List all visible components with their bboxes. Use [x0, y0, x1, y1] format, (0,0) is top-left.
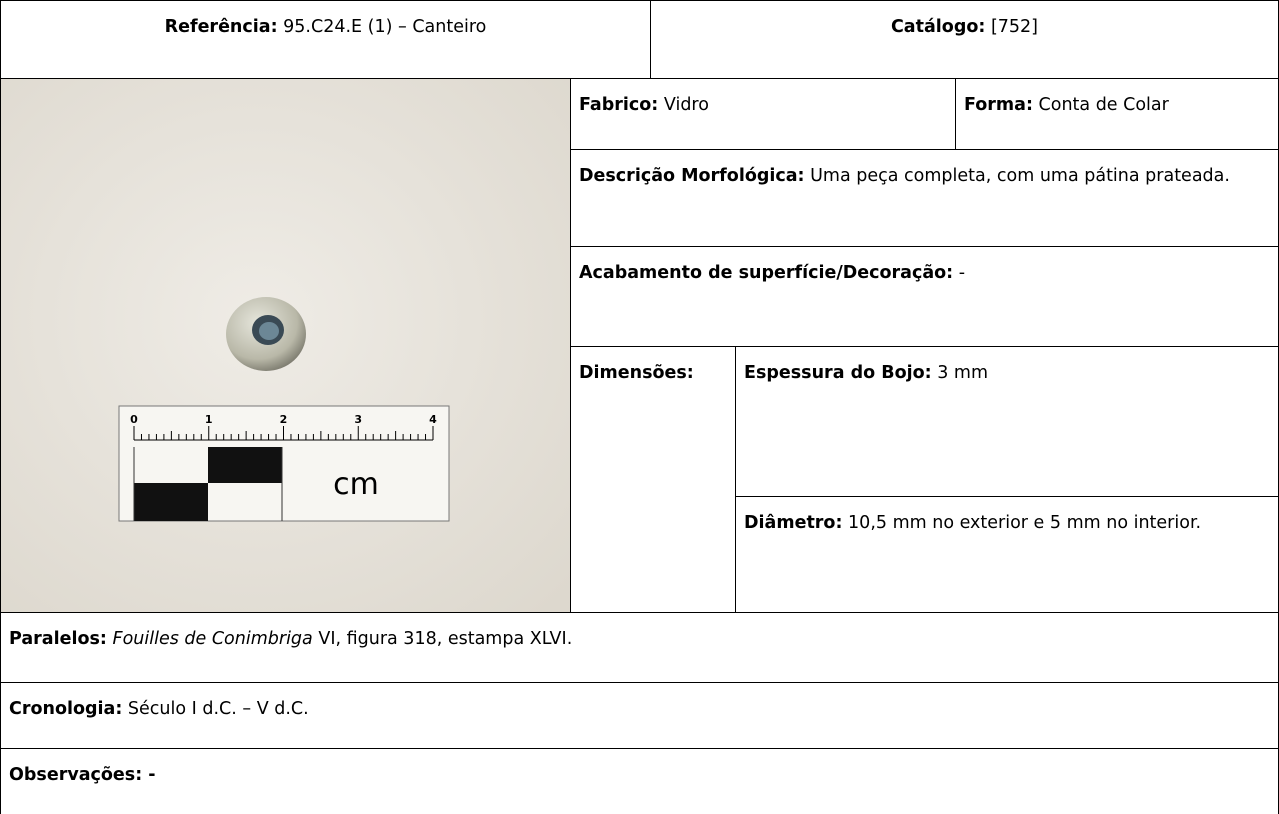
ruler-unit: cm: [333, 467, 379, 502]
forma-cell: Forma: Conta de Colar: [955, 78, 1279, 150]
value: VI, figura 318, estampa XLVI.: [318, 629, 573, 649]
value: Uma peça completa, com uma pátina pratea…: [810, 166, 1230, 186]
photo: 0 1 2 3 4 cm: [1, 79, 570, 612]
descricao-cell: Descrição Morfológica: Uma peça completa…: [570, 149, 1279, 247]
value: Século I d.C. – V d.C.: [127, 699, 309, 719]
fabrico-cell: Fabrico: Vidro: [570, 78, 956, 150]
value: 10,5 mm no exterior e 5 mm no interior.: [848, 513, 1202, 533]
value: -: [958, 263, 966, 283]
paralelos-cell: Paralelos: Fouilles de Conimbriga VI, fi…: [0, 612, 1279, 683]
label: Espessura do Bojo:: [744, 363, 932, 383]
label: Descrição Morfológica:: [579, 166, 805, 186]
cronologia-cell: Cronologia: Século I d.C. – V d.C.: [0, 682, 1279, 749]
label: Fabrico:: [579, 95, 659, 115]
italic-title: Fouilles de Conimbriga: [112, 629, 313, 649]
catalog-cell: Catálogo: [752]: [650, 0, 1279, 79]
acabamento-cell: Acabamento de superfície/Decoração: -: [570, 246, 1279, 347]
label: Paralelos:: [9, 629, 107, 649]
ruler-square: [134, 483, 208, 521]
label: Referência:: [164, 17, 278, 37]
espessura-cell: Espessura do Bojo: 3 mm: [735, 346, 1279, 497]
ruler-number: 0: [130, 413, 138, 426]
reference-cell: Referência: 95.C24.E (1) – Canteiro: [0, 0, 651, 79]
label: Dimensões:: [579, 363, 694, 383]
ruler-square: [208, 447, 282, 483]
label: Acabamento de superfície/Decoração:: [579, 263, 954, 283]
label: Cronologia:: [9, 699, 123, 719]
observacoes-cell: Observações: -: [0, 748, 1279, 814]
scale-ruler: 0 1 2 3 4 cm: [118, 405, 450, 522]
ruler-number: 1: [205, 413, 213, 426]
bead-hole-inner: [259, 322, 279, 340]
label: Forma:: [964, 95, 1033, 115]
label: Observações: -: [9, 765, 156, 785]
value: [752]: [990, 17, 1039, 37]
ruler-number: 4: [429, 413, 437, 426]
label: Catálogo:: [890, 17, 986, 37]
dimensoes-cell: Dimensões:: [570, 346, 736, 613]
value: 3 mm: [937, 363, 988, 383]
value: Conta de Colar: [1038, 95, 1169, 115]
ruler-number: 2: [280, 413, 288, 426]
photo-cell: 0 1 2 3 4 cm: [0, 78, 571, 613]
diametro-cell: Diâmetro: 10,5 mm no exterior e 5 mm no …: [735, 496, 1279, 613]
label: Diâmetro:: [744, 513, 843, 533]
value: 95.C24.E (1) – Canteiro: [283, 17, 487, 37]
ruler-number: 3: [354, 413, 362, 426]
value: Vidro: [663, 95, 709, 115]
